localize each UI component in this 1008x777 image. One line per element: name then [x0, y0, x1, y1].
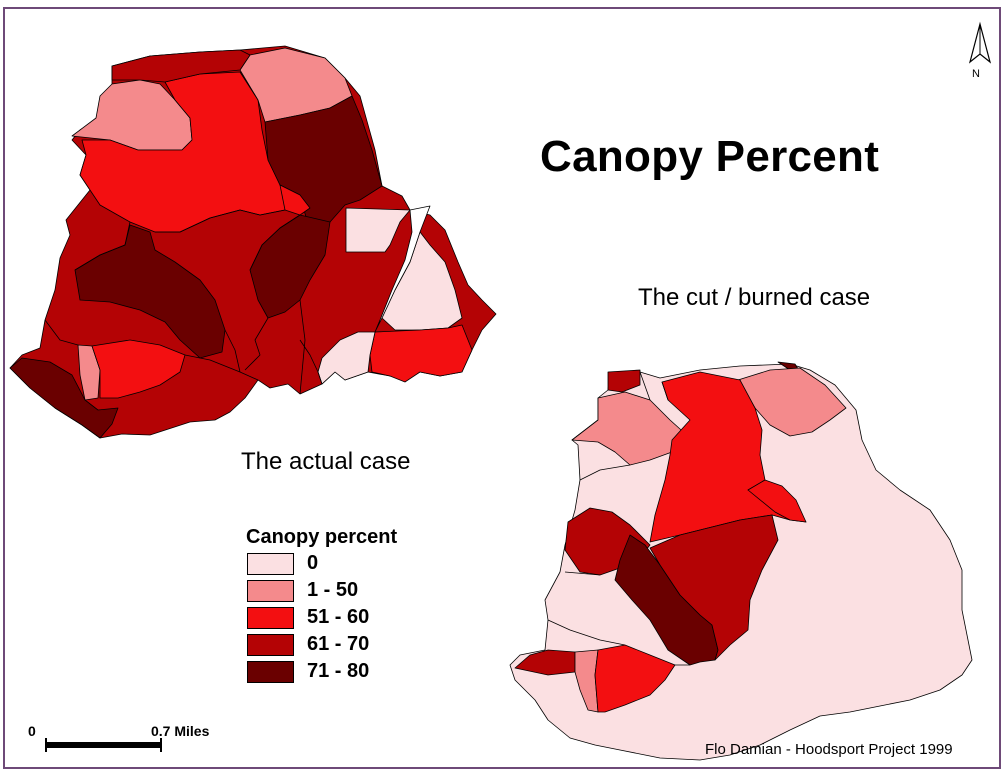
- legend-item: 61 - 70: [246, 633, 397, 660]
- legend-label: 71 - 80: [307, 660, 370, 682]
- legend-item: 1 - 50: [246, 579, 397, 606]
- actual-case-patch: [9, 357, 119, 439]
- credit-text: Flo Damian - Hoodsport Project 1999: [705, 741, 953, 758]
- scale-start-label: 0: [28, 723, 36, 739]
- actual-case-label: The actual case: [241, 448, 411, 475]
- cut-case-patch: [607, 369, 641, 393]
- legend-swatch: [247, 607, 294, 629]
- map-frame: [3, 7, 1001, 769]
- legend-item: 0: [246, 552, 397, 579]
- legend-swatch: [247, 661, 294, 683]
- actual-case-patch: [279, 184, 311, 216]
- actual-case-patch: [91, 339, 186, 399]
- north-label: N: [972, 68, 980, 80]
- actual-case-channel: [374, 205, 431, 333]
- actual-case-patch: [111, 49, 251, 83]
- actual-case-map: [9, 45, 497, 439]
- cut-case-patch: [649, 514, 779, 661]
- map-title: Canopy Percent: [540, 132, 880, 181]
- actual-case-patch: [369, 324, 473, 383]
- legend: Canopy percent 0 1 - 50 51 - 60 61 - 70 …: [246, 526, 397, 687]
- cut-case-map: [509, 361, 973, 761]
- legend-swatch: [247, 634, 294, 656]
- legend-label: 0: [307, 552, 319, 574]
- legend-label: 1 - 50: [307, 579, 359, 601]
- scale-bar: [45, 738, 162, 752]
- cut-case-label: The cut / burned case: [638, 284, 871, 311]
- legend-label: 51 - 60: [307, 606, 370, 628]
- legend-item: 71 - 80: [246, 660, 397, 687]
- actual-case-boundary: [44, 209, 323, 395]
- cut-case-patch: [747, 479, 807, 523]
- north-arrow-icon: [968, 21, 992, 64]
- scale-end-label: 0.7 Miles: [151, 723, 210, 739]
- legend-swatch: [247, 553, 294, 575]
- actual-case-patch: [74, 224, 226, 359]
- legend-title: Canopy percent: [246, 526, 398, 548]
- legend-label: 61 - 70: [307, 633, 370, 655]
- cut-case-patch: [737, 367, 847, 437]
- legend-swatch: [247, 580, 294, 602]
- legend-item: 51 - 60: [246, 606, 397, 633]
- cut-case-boundary: [547, 371, 690, 666]
- cut-case-patch: [594, 644, 676, 713]
